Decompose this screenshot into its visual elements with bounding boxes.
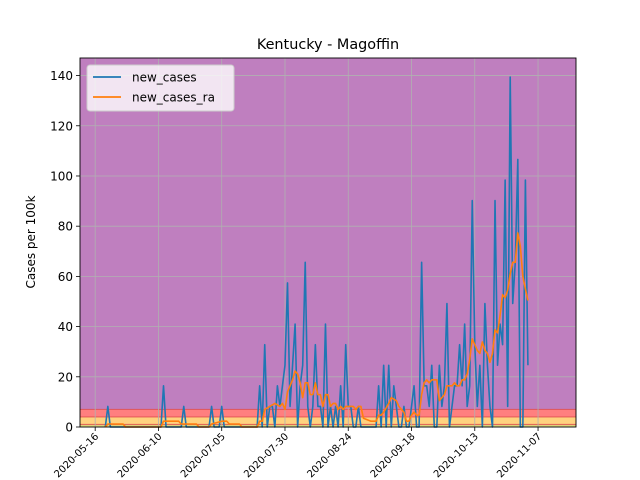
series-line-new_cases xyxy=(104,76,529,428)
series-line-new_cases_ra xyxy=(104,232,529,428)
chart-title: Kentucky - Magoffin xyxy=(257,37,399,53)
y-tick-label: 140 xyxy=(50,69,73,83)
x-tick-label: 2020-05-16 xyxy=(52,431,101,480)
x-tick-label: 2020-08-24 xyxy=(305,431,354,480)
x-tick-label: 2020-06-10 xyxy=(116,431,165,480)
x-tick-label: 2020-07-30 xyxy=(242,431,291,480)
plot-area: 0 20 40 60 80 100 120 140 2020-05-16 2020-06-10 20… xyxy=(50,57,577,480)
x-tick-label: 2020-09-18 xyxy=(369,431,418,480)
legend: new_cases new_cases_ra xyxy=(86,64,235,112)
y-tick-label: 120 xyxy=(50,119,73,133)
y-tick-label: 80 xyxy=(58,220,73,234)
x-tick-label: 2020-11-07 xyxy=(495,431,544,480)
y-tick-label: 40 xyxy=(58,320,73,334)
x-tick-label: 2020-10-13 xyxy=(432,431,481,480)
legend-label-new_cases_ra: new_cases_ra xyxy=(132,91,215,105)
axes-frame xyxy=(79,57,577,428)
y-tick-label: 60 xyxy=(58,270,73,284)
y-tick-label: 0 xyxy=(65,421,73,435)
y-axis-label: Cases per 100k xyxy=(24,195,38,288)
y-tick-label: 100 xyxy=(50,169,73,183)
legend-label-new_cases: new_cases xyxy=(132,71,197,85)
legend-box xyxy=(86,64,235,112)
y-tick-label: 20 xyxy=(58,370,73,384)
x-tick-label: 2020-07-05 xyxy=(179,431,228,480)
